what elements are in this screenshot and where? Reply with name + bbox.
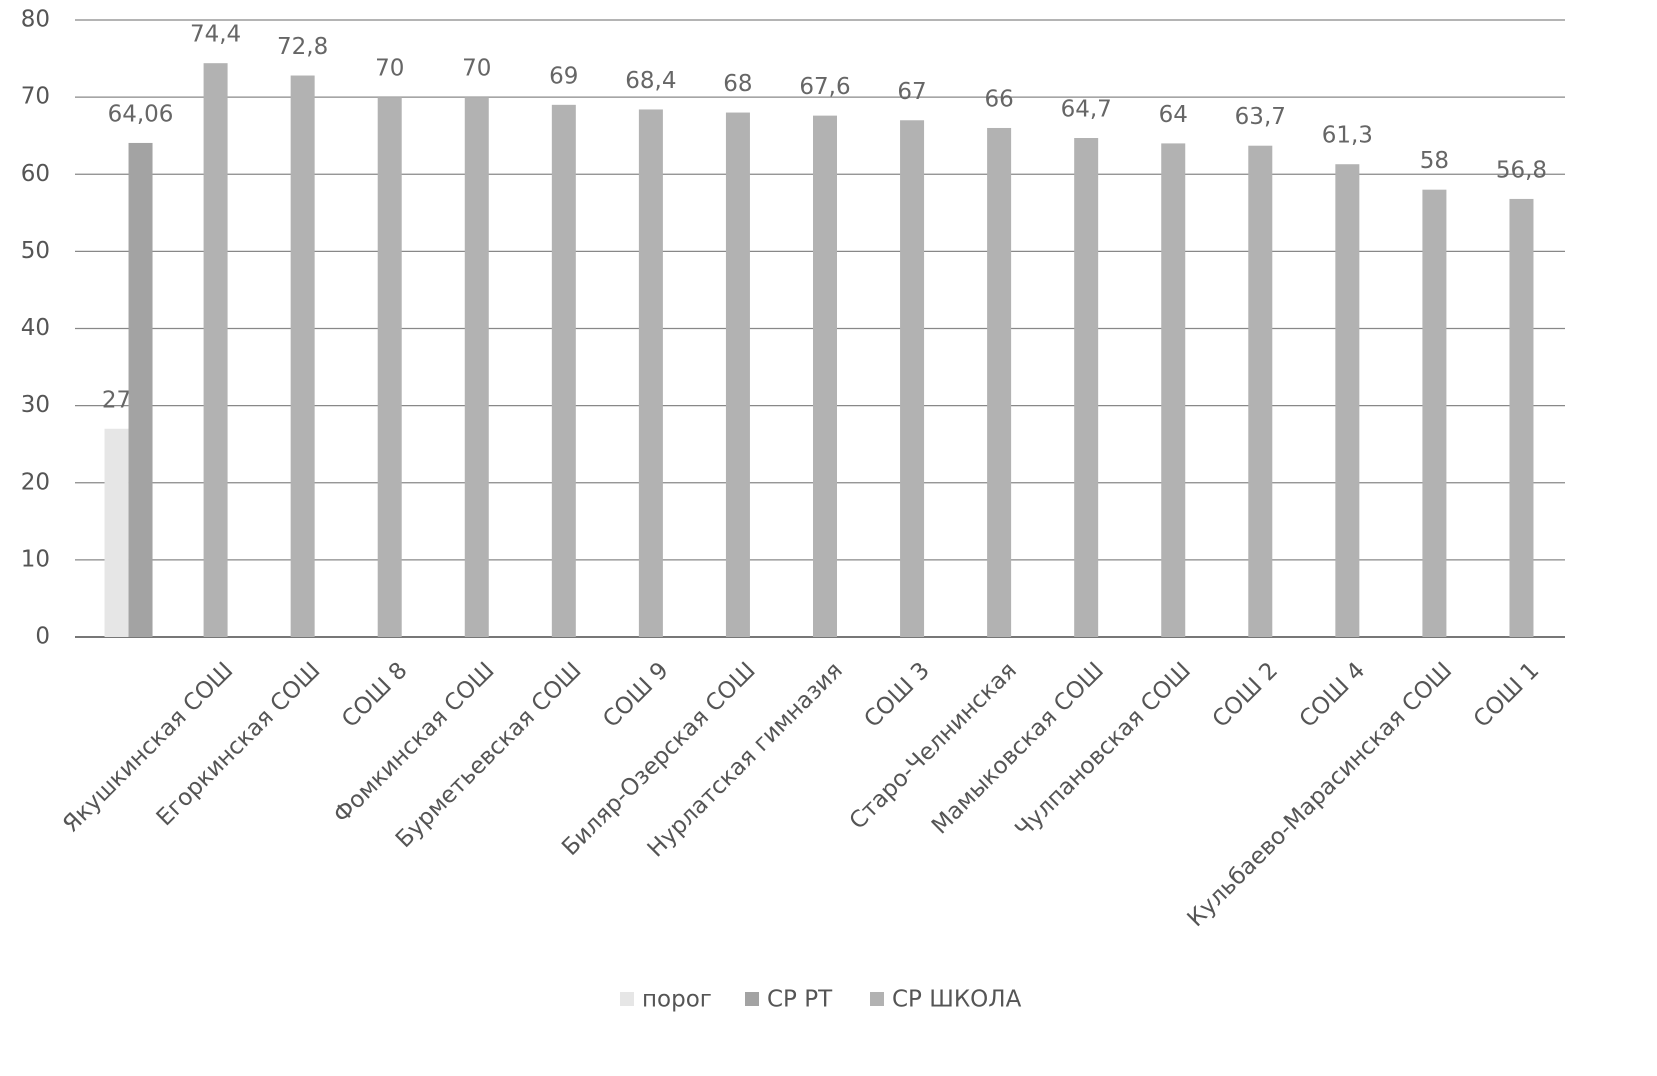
x-tick-label: Фомкинская СОШ: [329, 657, 500, 828]
x-tick-label: СОШ 8: [337, 657, 412, 732]
legend-label: порог: [642, 987, 712, 1013]
bar: [725, 112, 750, 638]
bar: [1161, 143, 1186, 637]
bar: [377, 97, 402, 637]
x-tick-label: Бурметьевская СОШ: [391, 657, 587, 853]
bar: [290, 75, 315, 637]
legend-swatch: [620, 992, 634, 1006]
x-tick-label: СОШ 3: [859, 657, 934, 732]
data-label: 64,7: [1061, 97, 1112, 123]
data-label: 70: [375, 56, 404, 82]
data-label: 64: [1159, 102, 1188, 128]
bar: [203, 63, 228, 637]
x-tick-label: Старо-Челнинская: [845, 657, 1022, 834]
data-label: 61,3: [1322, 123, 1373, 149]
x-tick-label: СОШ 4: [1295, 657, 1370, 732]
x-tick-label: Чулпановская СОШ: [1011, 657, 1197, 843]
bar: [464, 97, 489, 637]
x-tick-label: Якушкинская СОШ: [58, 657, 238, 837]
data-label: 69: [549, 63, 578, 89]
data-label: 56,8: [1496, 157, 1547, 183]
bar: [1248, 145, 1273, 637]
data-label: 67: [897, 79, 926, 105]
data-label: 70: [462, 56, 491, 82]
x-tick-label: Егоркинская СОШ: [152, 657, 326, 831]
y-tick-label: 70: [21, 84, 50, 110]
legend-label: СР РТ: [767, 987, 833, 1013]
bar: [128, 142, 153, 637]
data-label: 58: [1420, 148, 1449, 174]
bar: [813, 115, 837, 637]
data-label: 27: [102, 387, 131, 413]
x-tick-label: Мамыковская СОШ: [927, 657, 1109, 839]
y-tick-label: 30: [21, 392, 50, 418]
x-tick-label: СОШ 2: [1208, 657, 1283, 732]
bar: [900, 120, 925, 637]
bar: [1074, 138, 1099, 637]
legend-swatch: [870, 992, 884, 1006]
x-tick-label: СОШ 9: [598, 657, 673, 732]
data-label: 68: [723, 71, 752, 97]
data-label: 72,8: [277, 34, 328, 60]
x-tick-label: СОШ 1: [1469, 657, 1544, 732]
y-tick-label: 80: [21, 7, 50, 33]
y-tick-label: 10: [21, 546, 50, 572]
legend-label: СР ШКОЛА: [892, 987, 1022, 1013]
y-tick-label: 40: [21, 315, 50, 341]
bar: [104, 428, 129, 637]
data-label: 64,06: [108, 101, 174, 127]
data-label: 68,4: [625, 68, 676, 94]
bar: [1422, 189, 1447, 638]
bar: [1335, 164, 1360, 637]
y-tick-label: 60: [21, 161, 50, 187]
y-tick-label: 0: [35, 624, 50, 650]
bar: [551, 104, 576, 637]
data-label: 63,7: [1235, 104, 1286, 130]
bar: [987, 127, 1012, 637]
legend-swatch: [745, 992, 759, 1006]
bar: [638, 109, 663, 638]
data-label: 74,4: [190, 22, 241, 48]
data-label: 66: [984, 86, 1013, 112]
bar: [1509, 198, 1534, 637]
y-tick-label: 50: [21, 238, 50, 264]
y-tick-label: 20: [21, 469, 50, 495]
data-label: 67,6: [799, 74, 850, 100]
